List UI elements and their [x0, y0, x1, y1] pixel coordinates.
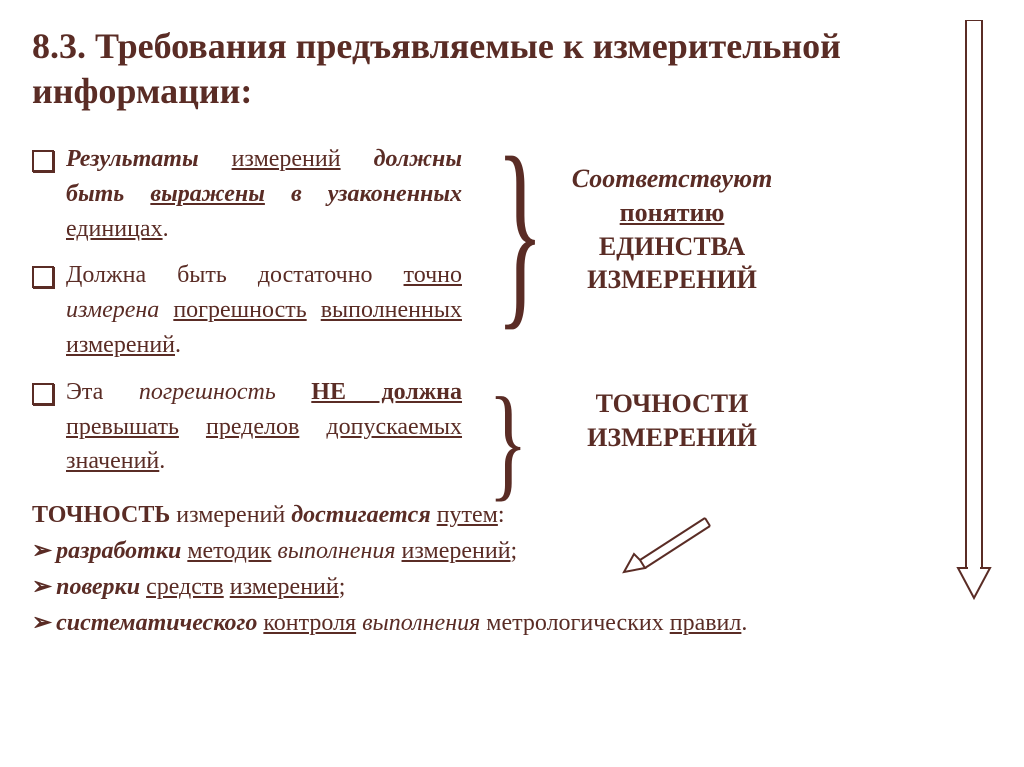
text-fragment: метрологических [480, 610, 669, 636]
text-fragment: поверки [56, 574, 140, 600]
text-fragment: в узаконенных [291, 181, 462, 207]
list-item-text: поверки средств измерений; [56, 569, 992, 605]
text-line: ИЗМЕРЕНИЙ [532, 263, 812, 297]
text-fragment: правил [670, 610, 742, 636]
bullet-item: Результаты измерений должны быть выражен… [32, 142, 462, 246]
list-item-text: систематического контроля выполнения мет… [56, 605, 992, 641]
list-item-text: разработки методик выполнения измерений; [56, 533, 992, 569]
text-fragment: Эта [66, 379, 139, 405]
text-fragment: . [159, 448, 165, 474]
chevron-list-item: ➢ систематического контроля выполнения м… [32, 605, 992, 641]
text-fragment: превышать [66, 414, 179, 440]
text-fragment: выполненных [321, 297, 462, 323]
text-line: ИЗМЕРЕНИЙ [532, 421, 812, 455]
text-fragment [199, 146, 232, 172]
arrow-down-icon [954, 20, 994, 600]
bullet-item: Должна быть достаточно точно измерена по… [32, 258, 462, 362]
text-line: ТОЧНОСТИ [532, 387, 812, 421]
text-fragment: погрешность [139, 379, 276, 405]
chevron-list-item: ➢ разработки методик выполнения измерени… [32, 533, 992, 569]
text-fragment: измерений [66, 332, 175, 358]
bullet-box-icon [32, 266, 54, 288]
bullet-text: Эта погрешность НЕ должна превышать пред… [66, 375, 462, 479]
text-fragment: погрешность [173, 297, 306, 323]
accuracy-block: ТОЧНОСТИ ИЗМЕРЕНИЙ [532, 387, 812, 455]
text-fragment: разработки [56, 538, 181, 564]
text-fragment: методик [187, 538, 271, 564]
text-fragment: выполнения [277, 538, 395, 564]
text-fragment: измерений [402, 538, 511, 564]
unity-block: Соответствуют понятию ЕДИНСТВА ИЗМЕРЕНИЙ [532, 162, 812, 297]
text-fragment: ; [511, 538, 518, 564]
text-line: Соответствуют [532, 162, 812, 196]
bullet-text: Должна быть достаточно точно измерена по… [66, 258, 462, 362]
bullet-item: Эта погрешность НЕ должна превышать пред… [32, 375, 462, 479]
bullet-box-icon [32, 150, 54, 172]
text-fragment: . [741, 610, 747, 636]
requirements-list: Результаты измерений должны быть выражен… [32, 142, 462, 491]
text-fragment: систематического [56, 610, 257, 636]
text-fragment: измерена [66, 297, 159, 323]
text-fragment: пределов [206, 414, 299, 440]
text-fragment: единицах [66, 216, 163, 242]
curly-brace-icon: } [488, 378, 528, 506]
text-line: понятию [532, 196, 812, 230]
text-fragment [276, 379, 312, 405]
bottom-list: ➢ разработки методик выполнения измерени… [32, 533, 992, 641]
text-fragment [124, 181, 150, 207]
text-fragment: контроля [263, 610, 356, 636]
text-fragment: Должна быть достаточно [66, 262, 404, 288]
text-fragment: измерений [170, 502, 291, 528]
text-line: ЕДИНСТВА [532, 230, 812, 264]
chevron-right-icon: ➢ [32, 569, 52, 605]
bullet-box-icon [32, 383, 54, 405]
text-fragment: НЕ должна [311, 379, 462, 405]
text-fragment: значений [66, 448, 159, 474]
text-fragment: ТОЧНОСТЬ [32, 502, 170, 528]
text-fragment: средств [146, 574, 224, 600]
bullet-text: Результаты измерений должны быть выражен… [66, 142, 462, 246]
chevron-right-icon: ➢ [32, 605, 52, 641]
main-content: Результаты измерений должны быть выражен… [32, 142, 992, 491]
text-fragment [307, 297, 321, 323]
text-fragment [341, 146, 374, 172]
text-fragment [299, 414, 326, 440]
text-fragment: . [163, 216, 169, 242]
text-fragment: достигается [291, 502, 430, 528]
text-fragment: точно [404, 262, 462, 288]
accuracy-achieved-block: ТОЧНОСТЬ измерений достигается путем: ➢ … [32, 497, 992, 641]
text-fragment: выражены [150, 181, 265, 207]
chevron-list-item: ➢ поверки средств измерений; [32, 569, 992, 605]
text-fragment [179, 414, 206, 440]
text-fragment: Результаты [66, 146, 199, 172]
text-fragment: выполнения [362, 610, 480, 636]
concepts-column: Соответствуют понятию ЕДИНСТВА ИЗМЕРЕНИЙ… [532, 142, 812, 455]
arrow-diagonal-icon [610, 510, 730, 590]
text-fragment [265, 181, 291, 207]
chevron-right-icon: ➢ [32, 533, 52, 569]
text-fragment: измерений [230, 574, 339, 600]
text-fragment: ; [339, 574, 346, 600]
text-fragment: . [175, 332, 181, 358]
text-fragment: допускаемых [326, 414, 462, 440]
slide-title: 8.3. Требования предъявляемые к измерите… [32, 24, 992, 114]
text-fragment: измерений [232, 146, 341, 172]
text-fragment [159, 297, 173, 323]
